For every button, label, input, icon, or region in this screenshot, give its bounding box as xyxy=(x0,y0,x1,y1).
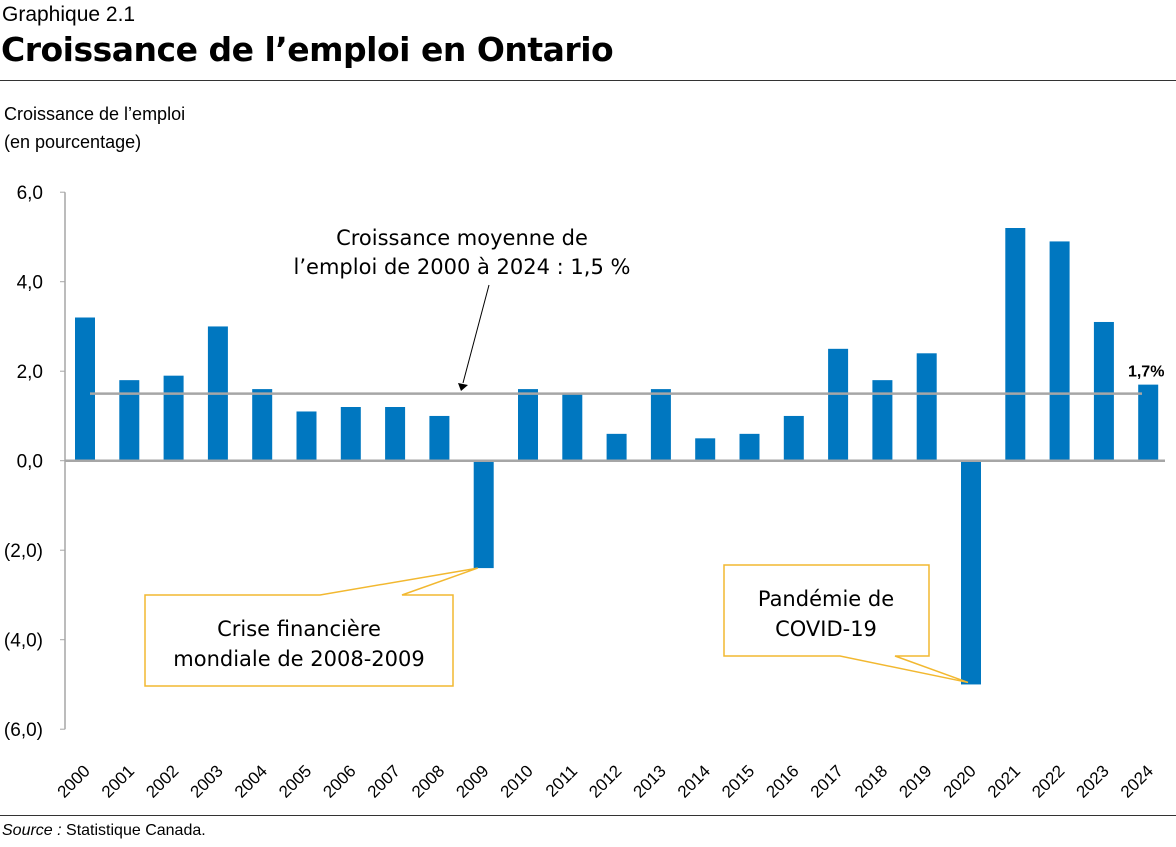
x-tick-label: 2013 xyxy=(630,761,670,801)
bar-2022 xyxy=(1049,241,1070,461)
y-axis-label-line2: (en pourcentage) xyxy=(4,132,142,152)
bar-2020 xyxy=(961,460,981,685)
x-tick-label: 2003 xyxy=(187,761,227,801)
x-tick-label: 2001 xyxy=(98,761,138,801)
bar-2001 xyxy=(119,380,140,461)
y-tick-label: (6,0) xyxy=(4,720,43,741)
source-note: Source : Statistique Canada. xyxy=(2,822,206,840)
bar-2005 xyxy=(296,411,317,461)
x-tick-label: 2010 xyxy=(497,761,537,801)
x-tick-label: 2000 xyxy=(54,761,94,801)
x-tick-label: 2024 xyxy=(1117,761,1157,801)
y-axis-label-line1: Croissance de l’emploi xyxy=(4,104,186,124)
x-tick-label: 2005 xyxy=(275,761,315,801)
x-tick-label: 2017 xyxy=(807,761,847,801)
page-title: Croissance de l’emploi en Ontario xyxy=(1,30,614,69)
x-tick-label: 2023 xyxy=(1073,761,1113,801)
bar-2024 xyxy=(1138,384,1159,461)
average-label: l’emploi de 2000 à 2024 : 1,5 % xyxy=(294,255,631,279)
average-label: Croissance moyenne de xyxy=(336,226,588,250)
bar-2023 xyxy=(1093,321,1114,461)
source-label: Source : xyxy=(2,822,62,839)
callout-box-2020 xyxy=(723,564,969,684)
x-tick-label: 2002 xyxy=(142,761,182,801)
title-divider xyxy=(0,80,1176,81)
y-tick-label: (4,0) xyxy=(4,631,43,652)
bar-2002 xyxy=(163,375,184,461)
bar-2019 xyxy=(916,353,937,461)
chart-number: Graphique 2.1 xyxy=(2,3,136,26)
x-tick-label: 2004 xyxy=(231,761,271,801)
bar-2000 xyxy=(75,317,95,461)
source-text: Statistique Canada. xyxy=(61,822,206,839)
x-tick-label: 2009 xyxy=(452,761,492,801)
bar-2011 xyxy=(562,393,583,461)
x-tick-label: 2007 xyxy=(364,761,404,801)
y-tick-label: 6,0 xyxy=(17,183,43,204)
y-tick-label: 0,0 xyxy=(17,452,43,473)
data-label: 1,7% xyxy=(1128,364,1164,381)
y-tick-label: 4,0 xyxy=(17,273,43,294)
y-tick-label: 2,0 xyxy=(17,362,43,383)
y-axis-label: Croissance de l’emploi (en pourcentage) xyxy=(4,100,185,156)
average-arrow xyxy=(462,284,490,384)
callout-text: mondiale de 2008-2009 xyxy=(173,647,424,671)
bar-2016 xyxy=(783,415,804,461)
x-tick-label: 2019 xyxy=(895,761,935,801)
x-tick-label: 2020 xyxy=(940,761,980,801)
x-tick-label: 2016 xyxy=(762,761,802,801)
x-tick-label: 2011 xyxy=(542,761,581,800)
bar-2006 xyxy=(340,407,361,461)
callout-box-2009 xyxy=(144,567,478,687)
bar-2004 xyxy=(252,389,273,461)
bar-2015 xyxy=(739,433,760,461)
bar-2018 xyxy=(872,380,893,461)
bar-2012 xyxy=(606,433,627,461)
x-tick-label: 2018 xyxy=(851,761,891,801)
x-tick-label: 2008 xyxy=(408,761,448,801)
bar-2017 xyxy=(828,348,849,461)
y-tick-label: (2,0) xyxy=(4,541,43,562)
x-tick-label: 2021 xyxy=(984,761,1024,801)
bar-2010 xyxy=(518,389,538,461)
bar-chart: 6,04,02,00,0(2,0)(4,0)(6,0)2000 2001 2002 2… xyxy=(4,183,1165,802)
callout-text: Crise financière xyxy=(217,617,381,641)
bar-2014 xyxy=(695,438,716,461)
x-tick-label: 2012 xyxy=(585,761,625,801)
arrowhead-icon xyxy=(458,383,468,391)
x-tick-label: 2015 xyxy=(718,761,758,801)
callout-text: Pandémie de xyxy=(758,587,894,611)
x-tick-label: 2022 xyxy=(1028,761,1068,801)
callout-text: COVID-19 xyxy=(775,617,877,641)
bar-2008 xyxy=(429,415,450,461)
bar-2013 xyxy=(650,389,671,461)
x-tick-label: 2014 xyxy=(674,761,714,801)
bar-2007 xyxy=(385,407,406,461)
source-divider xyxy=(0,815,1176,816)
bar-2009 xyxy=(473,460,494,569)
bar-2021 xyxy=(1005,228,1026,461)
x-tick-label: 2006 xyxy=(319,761,359,801)
